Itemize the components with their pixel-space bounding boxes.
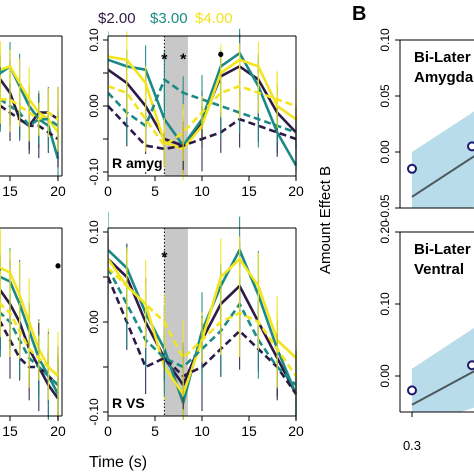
y-tick-label: 0.10 <box>87 28 101 52</box>
x-tick-label: 0 <box>104 423 112 439</box>
region-title: Bi-Later <box>414 241 471 258</box>
x-tick-label: 10 <box>194 183 210 199</box>
region-label: R amyg <box>112 155 163 171</box>
panel-b-bottom: 0.20 0.10 0.00 Bi-Later Ventral 0.3 <box>378 220 474 453</box>
panel-left-top: 15 20 <box>0 35 66 199</box>
region-title: Bi-Later <box>414 49 471 66</box>
data-point <box>407 163 417 174</box>
y-tick-label: 0.00 <box>378 364 392 388</box>
plot-area <box>407 111 474 208</box>
data-point <box>407 385 417 396</box>
significance-marker: • <box>218 45 224 65</box>
panel-b-top: 0.10 0.05 0.00 -0.05 Bi-Later Amygda <box>378 28 474 222</box>
x-tick-label: 15 <box>241 183 257 199</box>
significance-marker: * <box>161 250 168 267</box>
y-tick-label: 0.10 <box>378 292 392 316</box>
region-label-bg <box>110 154 156 172</box>
significance-marker: * <box>180 52 187 69</box>
panel-r-amyg: 0 5 10 15 20 0.10 0.00 -0.10 * * • R amyg <box>87 28 304 199</box>
significance-marker: * <box>161 52 168 69</box>
x-tick-label: 5 <box>151 423 159 439</box>
series-dashed-line <box>108 105 297 151</box>
x-tick-label: 20 <box>288 183 304 199</box>
x-tick-label: 20 <box>50 183 66 199</box>
y-tick-label: -0.10 <box>87 158 101 186</box>
region-label: R VS <box>112 395 145 411</box>
series-dashed-line <box>0 301 59 377</box>
y-axis-label-b: Amount Effect B <box>317 166 334 274</box>
y-tick-label: 0.10 <box>87 220 101 244</box>
region-title: Amygda <box>414 69 474 86</box>
region-title: Ventral <box>414 261 464 278</box>
region-label-bg <box>110 394 156 412</box>
legend-3-00: $3.00 <box>150 10 188 27</box>
y-tick-label: 0.00 <box>378 140 392 164</box>
series-dashed-line <box>0 319 59 386</box>
legend-4-00: $4.00 <box>195 10 233 27</box>
fit-line <box>411 370 474 406</box>
series-group <box>0 41 60 180</box>
series-group <box>0 229 60 420</box>
x-tick-label: 15 <box>2 423 18 439</box>
x-tick-label: 0 <box>104 183 112 199</box>
series-dashed-line <box>0 310 59 386</box>
confidence-band <box>412 327 474 412</box>
series-solid-line <box>0 65 60 160</box>
plot-area <box>407 327 474 412</box>
y-tick-label: -0.05 <box>378 194 392 222</box>
series-dashed-line <box>0 97 59 121</box>
x-tick-label: 20 <box>288 423 304 439</box>
series-dashed-line <box>0 104 59 141</box>
y-tick-label: 0.20 <box>378 220 392 244</box>
data-point <box>467 141 474 152</box>
fit-line <box>411 155 474 198</box>
y-tick-label: 0.10 <box>378 28 392 52</box>
y-tick-label: 0.05 <box>378 84 392 108</box>
y-tick-label: 0.00 <box>87 310 101 334</box>
panel-r-vs: 0 5 10 15 20 0.10 0.00 -0.10 * R VS <box>87 212 304 439</box>
x-tick-label: 10 <box>194 423 210 439</box>
significance-marker: • <box>55 256 61 276</box>
x-axis-label: Time (s) <box>89 454 147 471</box>
data-point <box>467 360 474 371</box>
confidence-band <box>412 111 474 208</box>
x-tick-label: 5 <box>151 183 159 199</box>
y-tick-label: -0.10 <box>87 398 101 426</box>
series-solid-line <box>0 287 60 400</box>
series-dashed-line <box>108 267 298 377</box>
x-tick-label: 0.3 <box>403 438 421 453</box>
x-tick-label: 15 <box>2 183 18 199</box>
legend-2-00: $2.00 <box>98 10 136 27</box>
panel-b-letter: B <box>352 3 366 25</box>
series-dashed-line <box>108 84 297 147</box>
x-tick-label: 15 <box>241 423 257 439</box>
x-tick-label: 20 <box>50 423 66 439</box>
y-tick-label: 0.00 <box>87 94 101 118</box>
